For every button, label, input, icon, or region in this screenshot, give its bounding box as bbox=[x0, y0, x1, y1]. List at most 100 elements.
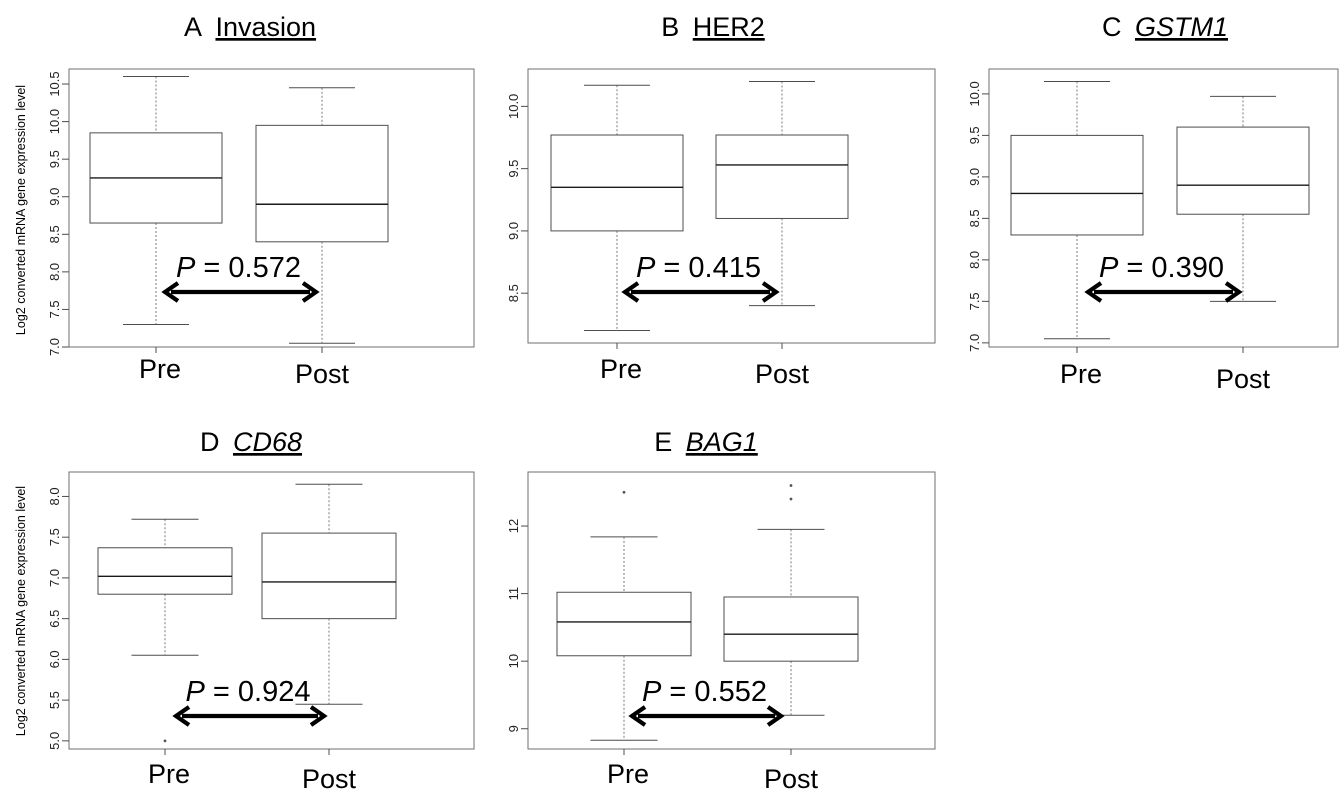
p-symbol: P bbox=[1099, 252, 1119, 284]
comparison-arrow-left-head bbox=[628, 705, 647, 727]
category-label: Pre bbox=[600, 354, 642, 384]
y-tick-label: 9.5 bbox=[47, 150, 62, 168]
y-axis-label: Log2 converted mRNA gene expression leve… bbox=[14, 486, 28, 736]
panel-e: E BAG1 9 10 11 12 Pre Post P = 0.552 bbox=[506, 427, 936, 794]
category-label: Pre bbox=[139, 354, 181, 384]
p-value-label: P = 0.415 bbox=[636, 252, 761, 284]
category-label: Post bbox=[764, 764, 819, 794]
y-tick-label: 10.0 bbox=[967, 81, 982, 106]
category-label: Post bbox=[295, 359, 350, 389]
category-label: Pre bbox=[607, 759, 649, 789]
box-post bbox=[1176, 95, 1310, 302]
y-tick-label: 7.0 bbox=[47, 569, 62, 587]
category-label: Post bbox=[755, 359, 810, 389]
comparison-arrow-left-head bbox=[161, 281, 180, 303]
y-tick-label: 10.0 bbox=[47, 109, 62, 134]
comparison-arrow-right-head bbox=[766, 705, 785, 727]
panel-letter: E bbox=[654, 427, 686, 457]
p-value-text: = 0.552 bbox=[661, 676, 767, 708]
panel-gene-name: HER2 bbox=[693, 12, 765, 42]
y-tick-label: 10.0 bbox=[506, 94, 521, 119]
iqr-box bbox=[715, 134, 849, 219]
category-label: Pre bbox=[148, 759, 190, 789]
plot-frame bbox=[988, 68, 1339, 348]
iqr-box bbox=[261, 532, 397, 620]
category-label: Pre bbox=[1060, 359, 1102, 389]
y-tick-label: 9.0 bbox=[967, 168, 982, 186]
category-label: Post bbox=[1216, 364, 1271, 394]
panel-a: A Invasion 7.0 7.5 8.0 8.5 9.0 9.5 10.0 10.5 Pre P… bbox=[47, 12, 475, 389]
box-post bbox=[723, 484, 859, 716]
y-tick-label: 12 bbox=[506, 519, 521, 533]
panel-letter: A bbox=[184, 12, 216, 42]
comparison-arrow-left-head bbox=[621, 281, 640, 303]
box-pre bbox=[97, 518, 233, 743]
p-value-label: P = 0.552 bbox=[642, 676, 767, 708]
box-pre bbox=[550, 84, 684, 332]
panels-layer: A Invasion 7.0 7.5 8.0 8.5 9.0 9.5 10.0 10.5 Pre P… bbox=[47, 12, 1339, 794]
plot-frame bbox=[527, 68, 936, 344]
iqr-box bbox=[1010, 134, 1144, 236]
y-tick-label: 10.5 bbox=[47, 71, 62, 96]
comparison-arrow-right-head bbox=[309, 705, 328, 727]
p-symbol: P bbox=[176, 252, 196, 284]
outlier-point bbox=[789, 497, 793, 501]
p-value-text: = 0.572 bbox=[195, 252, 301, 284]
panel-d: D CD68 5.0 5.5 6.0 6.5 7.0 7.5 8.0 Pre Post P = 0.… bbox=[47, 427, 475, 794]
y-tick-label: 8.5 bbox=[967, 209, 982, 227]
y-tick-label: 9.0 bbox=[506, 222, 521, 240]
panel-gene-name: Invasion bbox=[215, 12, 316, 42]
box-post bbox=[715, 80, 849, 307]
plot-frame bbox=[527, 471, 936, 750]
y-tick-label: 8.5 bbox=[47, 225, 62, 243]
panel-b: B HER2 8.5 9.0 9.5 10.0 Pre Post P = 0.415 bbox=[506, 12, 936, 389]
panel-title: D CD68 bbox=[200, 427, 302, 457]
panel-gene-name: CD68 bbox=[233, 427, 302, 457]
y-tick-label: 7.0 bbox=[967, 334, 982, 352]
y-tick-label: 7.5 bbox=[967, 292, 982, 310]
outlier-point bbox=[163, 739, 167, 743]
p-value-label: P = 0.924 bbox=[186, 676, 311, 708]
y-tick-label: 8.0 bbox=[967, 251, 982, 269]
panel-gene-name: BAG1 bbox=[686, 427, 758, 457]
y-tick-label: 8.0 bbox=[47, 263, 62, 281]
y-tick-label: 11 bbox=[506, 587, 521, 601]
y-tick-label: 10 bbox=[506, 654, 521, 668]
y-tick-label: 8.5 bbox=[506, 284, 521, 302]
y-tick-label: 7.5 bbox=[47, 528, 62, 546]
iqr-box bbox=[1176, 126, 1310, 215]
panel-title: C GSTM1 bbox=[1102, 12, 1228, 42]
outlier-point bbox=[622, 490, 626, 494]
p-value-text: = 0.390 bbox=[1118, 252, 1224, 284]
iqr-box bbox=[255, 124, 389, 243]
p-value-text: = 0.924 bbox=[205, 676, 311, 708]
comparison-arrow-left-head bbox=[172, 705, 191, 727]
plot-frame bbox=[68, 68, 475, 348]
y-axis-label: Log2 converted mRNA gene expression leve… bbox=[14, 85, 28, 335]
plot-frame bbox=[68, 471, 475, 750]
comparison-arrow-left-head bbox=[1084, 281, 1103, 303]
p-symbol: P bbox=[636, 252, 656, 284]
y-tick-label: 7.0 bbox=[47, 338, 62, 356]
iqr-box bbox=[556, 591, 692, 657]
outlier-point bbox=[789, 484, 793, 487]
p-symbol: P bbox=[186, 676, 206, 708]
y-tick-label: 6.5 bbox=[47, 610, 62, 628]
y-tick-label: 5.5 bbox=[47, 691, 62, 709]
box-pre bbox=[1010, 80, 1144, 340]
panel-title: E BAG1 bbox=[654, 427, 758, 457]
box-post bbox=[255, 87, 389, 344]
panel-letter: C bbox=[1102, 12, 1135, 42]
comparison-arrow-right-head bbox=[1224, 281, 1243, 303]
panel-title: A Invasion bbox=[184, 12, 316, 42]
panel-title: B HER2 bbox=[661, 12, 765, 42]
panel-gene-name: GSTM1 bbox=[1135, 12, 1228, 42]
y-tick-label: 9.5 bbox=[506, 160, 521, 178]
p-symbol: P bbox=[642, 676, 662, 708]
comparison-arrow-right-head bbox=[761, 281, 780, 303]
p-value-text: = 0.415 bbox=[655, 252, 761, 284]
panel-letter: D bbox=[200, 427, 233, 457]
p-value-label: P = 0.572 bbox=[176, 252, 301, 284]
box-post bbox=[261, 483, 397, 705]
